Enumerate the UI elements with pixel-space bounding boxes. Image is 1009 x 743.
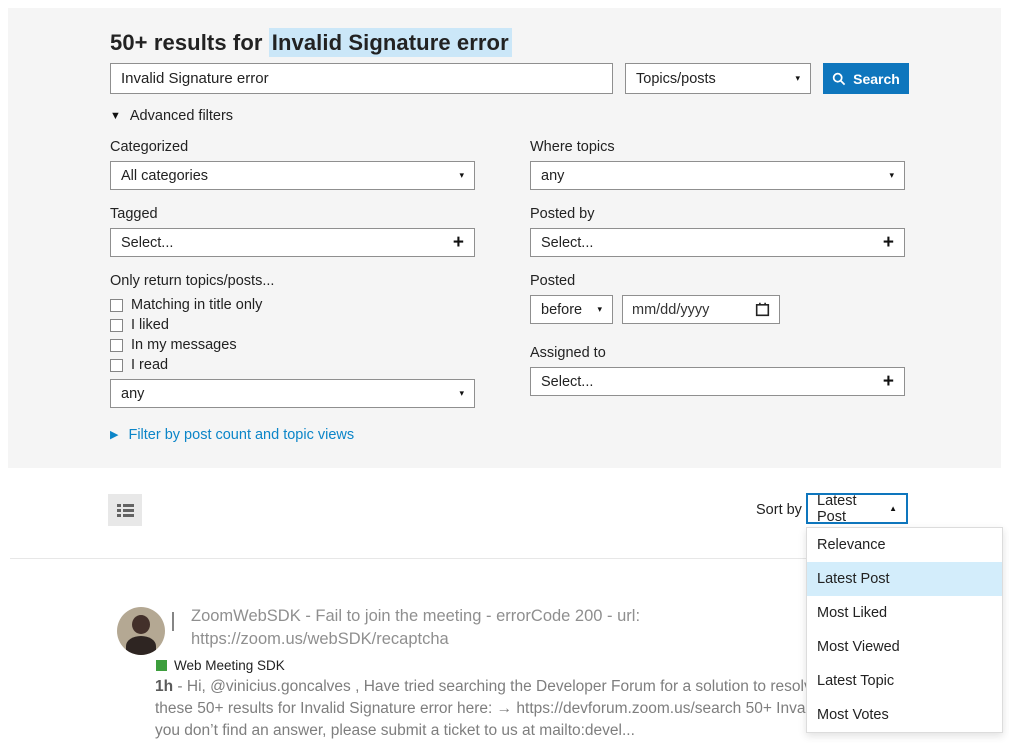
date-placeholder: mm/dd/yyyy <box>632 301 710 318</box>
page-title: 50+ results for Invalid Signature error <box>110 28 512 57</box>
filter-link-label: Filter by post count and topic views <box>128 427 355 443</box>
list-view-button[interactable] <box>108 494 142 526</box>
only-return-label: Only return topics/posts... <box>110 273 275 289</box>
search-scope-value: Topics/posts <box>636 70 716 87</box>
posted-by-placeholder: Select... <box>541 234 594 251</box>
category-color-square <box>156 660 167 671</box>
search-icon <box>832 72 846 86</box>
checkbox-icon[interactable] <box>110 318 123 332</box>
posted-by-label: Posted by <box>530 206 595 222</box>
excerpt-line: 1h - Hi, @vinicius.goncalves , Have trie… <box>155 678 888 695</box>
category-label: Web Meeting SDK <box>174 658 285 673</box>
triangle-down-icon: ▼ <box>110 109 121 122</box>
plus-icon: + <box>452 232 464 253</box>
chevron-down-icon: ▾ <box>795 73 800 83</box>
category-badge[interactable]: Web Meeting SDK <box>156 658 285 673</box>
posted-label: Posted <box>530 273 576 289</box>
sort-by-value: Latest Post <box>817 492 857 525</box>
checkbox-i-read[interactable]: I read <box>110 355 475 375</box>
sort-option-latest-post[interactable]: Latest Post <box>807 562 1002 596</box>
chevron-up-icon: ▲ <box>889 504 897 513</box>
sort-option-most-viewed[interactable]: Most Viewed <box>817 639 900 655</box>
filters-left-column: Categorized All categories ▾ Tagged Sele… <box>110 139 475 408</box>
checkbox-label: I read <box>131 357 169 373</box>
sort-option-most-liked[interactable]: Most Liked <box>817 605 888 621</box>
checkbox-label: Matching in title only <box>131 297 263 313</box>
tagged-placeholder: Select... <box>121 234 174 251</box>
topic-status-value: any <box>121 385 145 402</box>
sort-options-menu: Relevance Latest Post Most Liked Most Vi… <box>806 527 1003 733</box>
tagged-label: Tagged <box>110 206 158 222</box>
checkbox-in-my-messages[interactable]: In my messages <box>110 335 475 355</box>
post-time: 1h <box>155 678 174 695</box>
checkbox-icon[interactable] <box>110 298 123 312</box>
categorized-value: All categories <box>121 167 209 184</box>
advanced-filters-toggle[interactable]: ▼ Advanced filters <box>110 108 233 124</box>
topic-status-select[interactable]: any ▾ <box>110 379 475 408</box>
where-topics-label: Where topics <box>530 139 615 155</box>
plus-icon: + <box>882 371 894 392</box>
checkbox-icon[interactable] <box>172 612 174 631</box>
checkbox-icon[interactable] <box>110 338 123 352</box>
posted-when-select[interactable]: before ▾ <box>530 295 613 324</box>
posted-by-multiselect[interactable]: Select... + <box>530 228 905 257</box>
results-count-text: 50+ results for <box>110 30 269 55</box>
checkbox-icon[interactable] <box>110 358 123 372</box>
search-button[interactable]: Search <box>823 63 909 94</box>
results-divider <box>10 558 999 559</box>
highlighted-query-text: Invalid Signature error <box>268 28 512 57</box>
sort-option-latest-topic[interactable]: Latest Topic <box>817 673 895 689</box>
sort-option-most-votes[interactable]: Most Votes <box>817 707 889 723</box>
excerpt-line: these 50+ results for Invalid Signature … <box>155 700 892 717</box>
plus-icon: + <box>882 232 894 253</box>
search-scope-select[interactable]: Topics/posts ▾ <box>625 63 811 94</box>
result-select-checkbox[interactable] <box>172 612 174 631</box>
assigned-to-multiselect[interactable]: Select... + <box>530 367 905 396</box>
assigned-to-label: Assigned to <box>530 345 606 361</box>
advanced-filters-label: Advanced filters <box>129 108 234 124</box>
sort-option-relevance[interactable]: Relevance <box>817 537 886 553</box>
checkbox-label: In my messages <box>131 337 237 353</box>
posted-when-value: before <box>541 301 583 318</box>
result-title-link[interactable]: ZoomWebSDK - Fail to join the meeting - … <box>191 605 791 651</box>
filters-right-column: Where topics any ▾ Posted by Select... +… <box>530 139 905 396</box>
search-input[interactable] <box>110 63 613 94</box>
chevron-down-icon: ▾ <box>459 170 464 180</box>
result-title-line1: ZoomWebSDK - Fail to join the meeting - … <box>191 607 641 625</box>
calendar-icon[interactable] <box>755 302 770 317</box>
checkbox-i-liked[interactable]: I liked <box>110 315 475 335</box>
sort-by-label: Sort by <box>756 502 802 518</box>
chevron-down-icon: ▾ <box>597 304 602 314</box>
triangle-right-icon: ▶ <box>110 428 119 441</box>
chevron-down-icon: ▾ <box>889 170 894 180</box>
excerpt-line: you don’t find an answer, please submit … <box>155 722 635 739</box>
tagged-multiselect[interactable]: Select... + <box>110 228 475 257</box>
result-excerpt: 1h - Hi, @vinicius.goncalves , Have trie… <box>155 676 960 742</box>
result-title-line2: https://zoom.us/webSDK/recaptcha <box>191 630 449 648</box>
categorized-label: Categorized <box>110 139 189 155</box>
avatar[interactable] <box>117 607 165 655</box>
where-topics-select[interactable]: any ▾ <box>530 161 905 190</box>
checkbox-label: I liked <box>131 317 169 333</box>
where-topics-value: any <box>541 167 565 184</box>
assigned-to-placeholder: Select... <box>541 373 594 390</box>
categorized-select[interactable]: All categories ▾ <box>110 161 475 190</box>
chevron-down-icon: ▾ <box>459 388 464 398</box>
search-button-label: Search <box>853 70 900 87</box>
filter-by-post-count-link[interactable]: ▶ Filter by post count and topic views <box>110 427 354 443</box>
list-view-icon <box>116 502 134 519</box>
checkbox-matching-title-only[interactable]: Matching in title only <box>110 295 475 315</box>
posted-date-input[interactable]: mm/dd/yyyy <box>622 295 780 324</box>
sort-by-select[interactable]: Latest Post ▲ <box>806 492 908 525</box>
advanced-search-panel: 50+ results for Invalid Signature error … <box>8 8 1001 468</box>
